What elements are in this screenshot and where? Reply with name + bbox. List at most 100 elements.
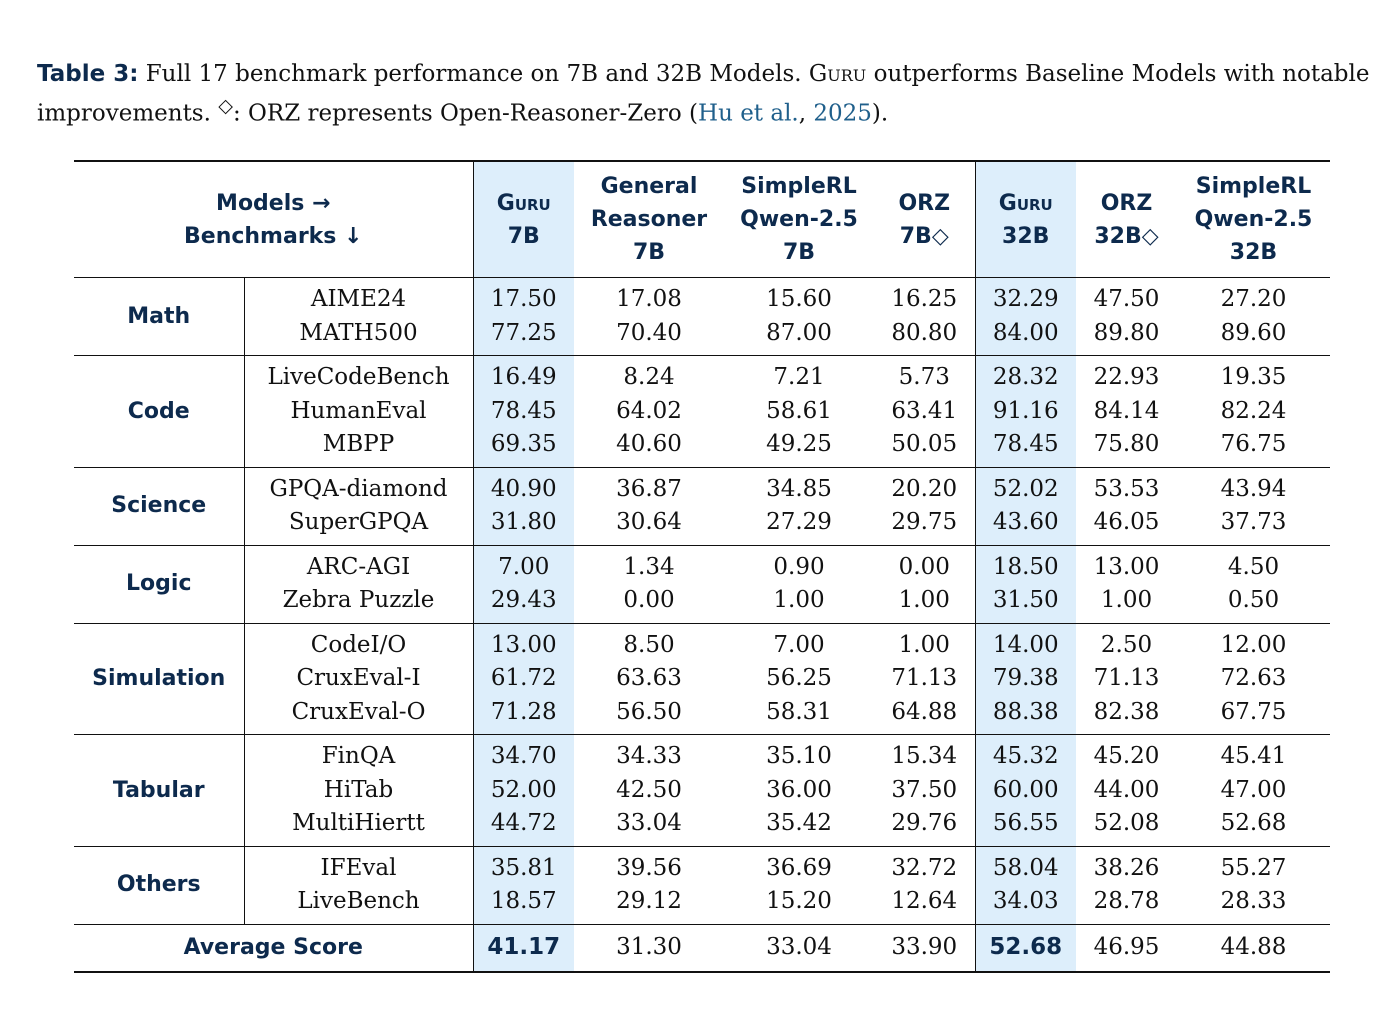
score-value: 79.38	[992, 665, 1059, 691]
score-value: 20.20	[891, 475, 958, 502]
citation-year-link[interactable]: 2025	[813, 100, 872, 127]
score-value: 44.00	[1093, 776, 1160, 803]
score-cell: 17.08 70.40	[574, 277, 724, 356]
score-value: 13.00	[490, 631, 557, 658]
score-cell: 8.24 64.02 40.60	[574, 355, 724, 468]
benchmark-name: LiveBench	[297, 888, 420, 914]
benchmark-name: FinQA	[321, 743, 396, 769]
score-value: 28.78	[1093, 888, 1160, 914]
score-value: 82.24	[1220, 397, 1287, 424]
score-value: 7.00	[773, 631, 825, 658]
score-value: 44.72	[490, 810, 557, 836]
benchmark-names: GPQA-diamond SuperGPQA	[244, 467, 473, 546]
score-value: 63.63	[616, 665, 682, 691]
average-value: 33.04	[724, 924, 874, 973]
header-line: General	[600, 174, 698, 199]
score-cell: 47.50 89.80	[1076, 277, 1177, 356]
score-value: 40.90	[490, 475, 557, 502]
header-line: 7B	[507, 223, 540, 249]
group-row-math: Math AIME24 MATH500 17.50 77.25 17.08 70.40 15.…	[74, 277, 1330, 356]
score-value: 45.32	[992, 743, 1059, 769]
group-row-code: Code LiveCodeBench HumanEval MBPP 16.49 78.45…	[74, 355, 1330, 468]
group-row-tabular: Tabular FinQA HiTab MultiHiertt 34.70 52.00 44…	[74, 734, 1330, 847]
average-value: 33.90	[874, 924, 975, 973]
score-cell: 1.00 71.13 64.88	[874, 623, 975, 735]
score-cell: 40.90 31.80	[472, 467, 574, 546]
score-value: 0.90	[773, 553, 825, 580]
header-line: 32B◇	[1094, 223, 1159, 249]
benchmark-name: LiveCodeBench	[267, 364, 450, 390]
benchmark-name: MATH500	[299, 319, 418, 346]
caption-text-before: Full 17 benchmark performance on 7B and …	[138, 61, 809, 87]
score-value: 39.56	[616, 854, 682, 881]
score-value: 58.31	[766, 698, 832, 725]
score-value: 47.00	[1220, 776, 1287, 803]
benchmark-names: FinQA HiTab MultiHiertt	[244, 734, 473, 847]
benchmark-name: ARC-AGI	[306, 553, 411, 580]
score-value: 87.00	[766, 319, 832, 346]
header-orz-7b: ORZ 7B◇	[874, 160, 975, 278]
score-cell: 45.41 47.00 52.68	[1177, 734, 1330, 847]
score-cell: 27.20 89.60	[1177, 277, 1330, 356]
category-label: Math	[74, 277, 245, 356]
score-value: 18.57	[490, 888, 557, 914]
header-line: ORZ	[1100, 190, 1153, 216]
score-value: 0.50	[1227, 587, 1280, 613]
score-value: 37.50	[891, 776, 958, 803]
score-cell: 55.27 28.33	[1177, 846, 1330, 925]
score-value: 8.24	[623, 364, 675, 390]
average-value: 44.88	[1177, 924, 1330, 973]
header-line: ORZ	[898, 190, 951, 216]
score-cell: 4.50 0.50	[1177, 545, 1330, 624]
score-cell: 16.25 80.80	[874, 277, 975, 356]
header-guru-32b: Guru 32B	[974, 160, 1076, 278]
header-line: 32B	[1229, 240, 1278, 265]
score-value: 17.50	[490, 286, 557, 312]
score-cell: 16.49 78.45 69.35	[472, 355, 574, 468]
benchmark-name: HiTab	[323, 776, 394, 803]
score-value: 38.26	[1093, 854, 1160, 881]
score-cell: 36.69 15.20	[724, 846, 874, 925]
score-value: 27.20	[1220, 286, 1287, 312]
score-value: 34.33	[616, 743, 682, 769]
score-value: 33.04	[616, 810, 682, 836]
score-value: 29.12	[616, 888, 682, 914]
table-caption: Table 3: Full 17 benchmark performance o…	[37, 58, 1372, 130]
score-value: 67.75	[1220, 698, 1287, 725]
benchmark-name: SuperGPQA	[288, 509, 429, 535]
score-value: 31.80	[490, 509, 557, 535]
citation-author-link[interactable]: Hu et al.	[698, 100, 799, 127]
score-value: 43.94	[1220, 475, 1287, 502]
score-cell: 13.00 61.72 71.28	[472, 623, 574, 735]
score-value: 4.50	[1227, 553, 1280, 580]
header-simplerl-32b: SimpleRL Qwen-2.5 32B	[1177, 160, 1330, 278]
category-label: Code	[74, 355, 245, 468]
score-cell: 15.60 87.00	[724, 277, 874, 356]
score-cell: 8.50 63.63 56.50	[574, 623, 724, 735]
score-value: 29.75	[891, 509, 958, 535]
header-line: 32B	[1002, 223, 1050, 249]
score-value: 45.41	[1220, 743, 1287, 769]
score-value: 84.14	[1093, 397, 1160, 424]
score-value: 56.55	[992, 810, 1059, 836]
score-cell: 53.53 46.05	[1076, 467, 1177, 546]
score-value: 1.00	[1100, 587, 1153, 613]
benchmark-names: IFEval LiveBench	[244, 846, 473, 925]
score-cell: 52.02 43.60	[974, 467, 1076, 546]
score-value: 82.38	[1093, 698, 1160, 725]
group-row-simulation: Simulation CodeI/O CruxEval-I CruxEval-O 13.…	[74, 623, 1330, 735]
score-value: 58.61	[766, 397, 832, 424]
score-value: 80.80	[891, 319, 958, 346]
caption-text-mid: outperforms Baseline Models with notable…	[37, 61, 1370, 127]
score-value: 0.00	[623, 587, 675, 613]
header-corner: Models → Benchmarks ↓	[74, 160, 473, 278]
score-cell: 45.20 44.00 52.08	[1076, 734, 1177, 847]
score-value: 2.50	[1100, 631, 1153, 658]
header-line: 7B	[782, 240, 816, 265]
score-value: 35.10	[766, 743, 832, 769]
score-value: 50.05	[891, 431, 958, 457]
header-line: Qwen-2.5	[740, 207, 858, 232]
average-label: Average Score	[74, 924, 473, 973]
caption-guru: Guru	[808, 61, 867, 87]
score-value: 70.40	[616, 319, 682, 346]
